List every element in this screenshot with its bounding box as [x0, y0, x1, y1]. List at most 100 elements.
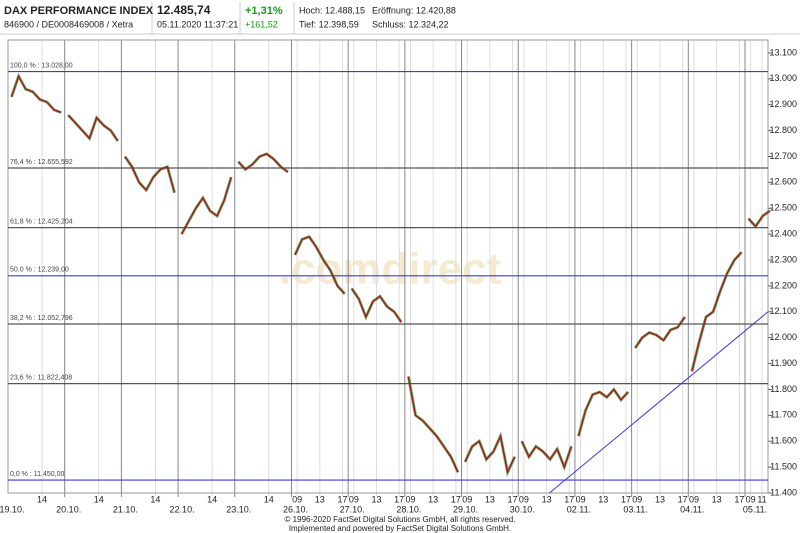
- x-date-label: 02.11.: [567, 504, 591, 514]
- time: 05.11.2020 11:37:21: [157, 19, 238, 29]
- open: Eröffnung: 12.420,88: [372, 5, 456, 15]
- level-label: 76,4 % : 12.655,592: [10, 159, 73, 166]
- x-hour-label: 09: [576, 494, 586, 504]
- price-line: [521, 440, 573, 470]
- x-hour-label: 17: [451, 494, 461, 504]
- price-line: [180, 176, 232, 235]
- change-pct: +1,31%: [245, 5, 283, 17]
- x-hour-label: 17: [394, 494, 404, 504]
- price-line: [237, 153, 289, 173]
- x-date-label: 27.10.: [340, 504, 365, 514]
- y-tick-label: 11.800: [770, 384, 797, 394]
- low: Tief: 12.398,59: [299, 19, 359, 29]
- level-label: 38,2 % : 12.052,796: [10, 315, 73, 322]
- price-line: [691, 251, 743, 372]
- x-hour-label: 17: [508, 494, 518, 504]
- y-tick-label: 12.000: [769, 332, 797, 342]
- x-hour-label: 09: [746, 494, 756, 504]
- x-date-label: 26.10.: [283, 504, 308, 514]
- x-date-label: 30.10.: [510, 504, 535, 514]
- x-date-label: 29.10.: [453, 504, 478, 514]
- x-hour-label: 14: [207, 494, 217, 504]
- y-tick-label: 11.400: [770, 487, 797, 497]
- x-hour-label: 09: [462, 494, 472, 504]
- footer: Implemented and powered by FactSet Digit…: [289, 524, 511, 533]
- x-hour-label: 14: [264, 494, 274, 504]
- x-date-label: 05.11.: [743, 504, 767, 514]
- price-line: [464, 433, 516, 475]
- x-hour-label: 17: [678, 494, 688, 504]
- price-line: [634, 316, 686, 349]
- footer: © 1996-2020 FactSet Digital Solutions Gm…: [285, 515, 516, 524]
- x-date-label: 22.10.: [170, 504, 195, 514]
- x-hour-label: 09: [519, 494, 529, 504]
- x-date-label: 04.11.: [680, 504, 704, 514]
- y-tick-label: 12.800: [769, 125, 797, 135]
- price-line: [351, 288, 402, 323]
- level-label: 61,8 % : 12.425,204: [10, 218, 73, 225]
- y-tick-label: 11.900: [770, 358, 797, 368]
- x-hour-label: 13: [428, 494, 438, 504]
- x-date-label: 23.10.: [226, 504, 251, 514]
- x-hour-label: 13: [371, 494, 381, 504]
- watermark: .comdirect: [279, 245, 502, 294]
- x-date-label: 20.10.: [56, 504, 81, 514]
- y-tick-label: 12.400: [769, 229, 797, 239]
- plot-frame: [7, 39, 769, 494]
- x-hour-label: 13: [485, 494, 495, 504]
- x-date-label: 19.10.: [0, 504, 25, 514]
- price-line: [747, 210, 771, 228]
- x-hour-label: 13: [655, 494, 665, 504]
- y-tick-label: 11.500: [770, 461, 797, 471]
- x-hour-label: 09: [292, 494, 302, 504]
- price-line: [10, 74, 62, 114]
- high: Hoch: 12.488,15: [299, 5, 365, 15]
- trend-line: [549, 311, 769, 494]
- x-date-label: 03.11.: [623, 504, 647, 514]
- change-abs: +161,52: [245, 19, 278, 29]
- x-hour-label: 17: [564, 494, 574, 504]
- x-hour-label: 14: [37, 494, 47, 504]
- x-date-label: 28.10.: [396, 504, 421, 514]
- price-line: [294, 235, 346, 295]
- price-line: [407, 376, 459, 473]
- y-tick-label: 11.700: [770, 410, 797, 420]
- x-hour-label: 17: [621, 494, 631, 504]
- index-name: DAX PERFORMANCE INDEX: [4, 5, 154, 17]
- level-label: 23,6 % : 11.822,408: [10, 375, 72, 382]
- y-tick-label: 12.700: [769, 151, 797, 161]
- close: Schluss: 12.324,22: [372, 19, 449, 29]
- x-hour-label: 14: [94, 494, 104, 504]
- level-label: 0,0 % : 11.450,00: [10, 471, 64, 478]
- x-hour-label: 14: [150, 494, 160, 504]
- y-tick-label: 12.200: [769, 280, 797, 290]
- level-label: 50,0 % : 12.239,00: [10, 267, 69, 274]
- price-line: [124, 156, 176, 193]
- x-date-label: 21.10.: [113, 504, 138, 514]
- y-tick-label: 12.900: [769, 99, 797, 109]
- x-hour-label: 09: [632, 494, 642, 504]
- header: [0, 2, 800, 35]
- price-line: [577, 388, 629, 437]
- y-tick-label: 13.100: [769, 47, 797, 57]
- x-hour-label: 13: [598, 494, 608, 504]
- x-hour-label: 13: [712, 494, 722, 504]
- x-hour-label: 09: [689, 494, 699, 504]
- y-tick-label: 12.600: [769, 177, 797, 187]
- x-hour-label: 09: [406, 494, 416, 504]
- price-line: [67, 114, 119, 142]
- y-tick-label: 12.100: [769, 306, 797, 316]
- y-tick-label: 13.000: [769, 73, 797, 83]
- x-hour-label: 13: [542, 494, 552, 504]
- level-label: 100,0 % : 13.028,00: [10, 62, 73, 69]
- y-tick-label: 12.300: [769, 254, 797, 264]
- y-tick-label: 12.500: [769, 203, 797, 213]
- index-ident: 846900 / DE0008469008 / Xetra: [4, 19, 133, 29]
- x-hour-label: 11: [757, 494, 766, 504]
- x-hour-label: 09: [349, 494, 359, 504]
- x-hour-label: 13: [315, 494, 325, 504]
- price: 12.485,74: [157, 3, 211, 17]
